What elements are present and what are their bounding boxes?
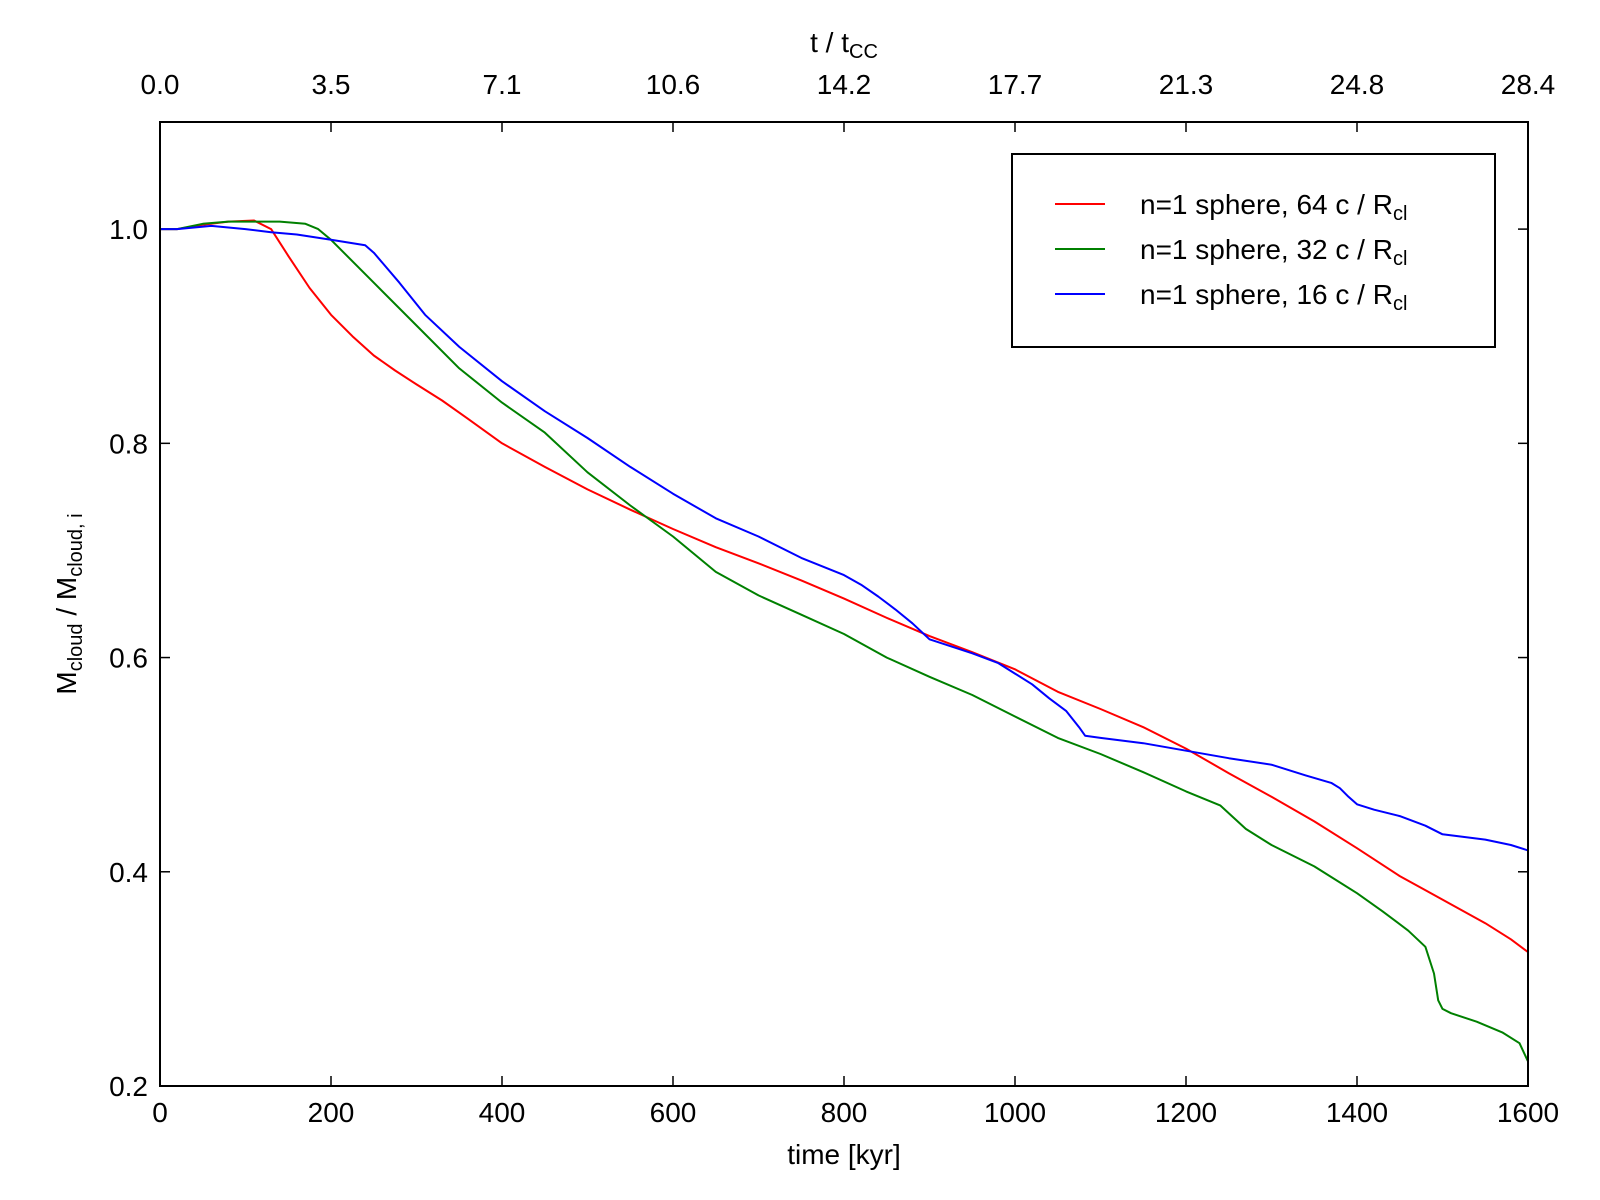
series-line-2 <box>160 220 1529 1062</box>
y-tick-label: 0.6 <box>109 643 148 674</box>
x-tick-label: 0 <box>152 1097 168 1128</box>
top-x-tick-label: 0.0 <box>141 69 180 100</box>
legend-box <box>1011 153 1496 348</box>
series-lines <box>160 219 1529 1062</box>
y-tick-label: 1.0 <box>109 214 148 245</box>
x-tick-label: 800 <box>821 1097 868 1128</box>
top-x-tick-label: 24.8 <box>1330 69 1385 100</box>
plot-frame <box>159 121 1529 1087</box>
y-axis-label: Mcloud / Mcloud, i <box>51 513 87 694</box>
top-x-axis-label: t / tCC <box>810 27 878 63</box>
top-x-tick-label: 3.5 <box>312 69 351 100</box>
x-tick-label: 1000 <box>984 1097 1046 1128</box>
legend: n=1 sphere, 64 c / Rcl n=1 sphere, 32 c /… <box>1011 153 1496 348</box>
top-x-tick-label: 21.3 <box>1159 69 1214 100</box>
y-tick-label: 0.2 <box>109 1071 148 1102</box>
top-x-tick-label: 10.6 <box>646 69 701 100</box>
legend-label-2: n=1 sphere, 32 c / Rcl <box>1140 234 1407 270</box>
series-line-3 <box>160 224 1529 852</box>
series-line-1 <box>160 219 1529 953</box>
x-tick-label: 600 <box>650 1097 697 1128</box>
top-x-tick-label: 17.7 <box>988 69 1043 100</box>
y-tick-label: 0.8 <box>109 428 148 459</box>
legend-label-3: n=1 sphere, 16 c / Rcl <box>1140 279 1407 315</box>
x-tick-label: 200 <box>308 1097 355 1128</box>
x-tick-label: 400 <box>479 1097 526 1128</box>
x-tick-label: 1600 <box>1497 1097 1559 1128</box>
y-tick-label: 0.4 <box>109 857 148 888</box>
top-x-tick-label: 7.1 <box>483 69 522 100</box>
x-axis-label: time [kyr] <box>787 1139 901 1170</box>
legend-label-1: n=1 sphere, 64 c / Rcl <box>1140 189 1407 225</box>
x-tick-label: 1200 <box>1155 1097 1217 1128</box>
x-tick-label: 1400 <box>1326 1097 1388 1128</box>
tick-labels: 0 200 400 600 800 1000 1200 1400 1600 0.0 3.5 7.1 10… <box>109 69 1559 1128</box>
top-x-tick-label: 28.4 <box>1501 69 1556 100</box>
top-x-tick-label: 14.2 <box>817 69 872 100</box>
